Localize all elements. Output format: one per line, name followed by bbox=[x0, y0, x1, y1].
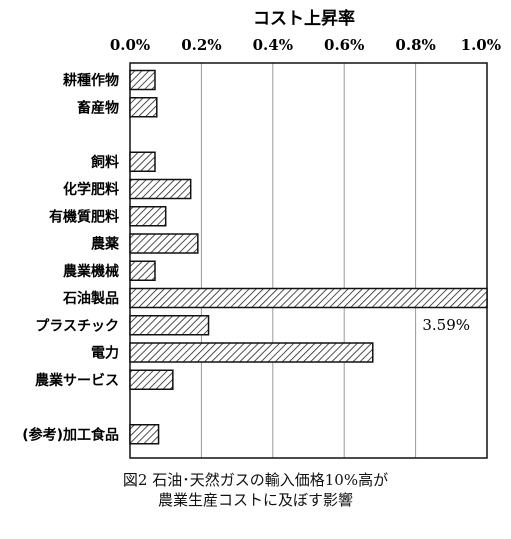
category-label: 電力 bbox=[91, 345, 119, 362]
category-label: 農業サービス bbox=[35, 372, 119, 389]
bar bbox=[129, 369, 174, 390]
plot-frame bbox=[129, 62, 488, 459]
x-tick-label: 0.0% bbox=[110, 36, 150, 54]
bar bbox=[129, 315, 210, 336]
bar bbox=[129, 287, 488, 309]
category-labels: 耕種作物畜産物飼料化学肥料有機質肥料農薬農業機械石油製品プラスチック電力農業サー… bbox=[22, 72, 119, 443]
bars bbox=[129, 69, 488, 445]
bar bbox=[129, 69, 156, 91]
figure-caption-line2: 農業生産コストに及ぼす影響 bbox=[157, 491, 353, 509]
gridlines bbox=[200, 63, 417, 458]
bar bbox=[129, 424, 160, 445]
category-label: 畜産物 bbox=[77, 99, 119, 116]
category-label: プラスチック bbox=[35, 318, 119, 334]
x-tick-labels: 0.0% 0.2% 0.4% 0.6% 0.8% 1.0% bbox=[110, 36, 501, 54]
bar bbox=[129, 206, 167, 227]
category-label: 有機質肥料 bbox=[49, 208, 119, 225]
category-label: 飼料 bbox=[90, 154, 119, 171]
x-tick-label: 1.0% bbox=[461, 36, 501, 54]
bar bbox=[129, 260, 156, 281]
bar bbox=[129, 342, 374, 363]
bar bbox=[129, 178, 192, 200]
category-label: 石油製品 bbox=[62, 290, 119, 307]
x-tick-label: 0.6% bbox=[324, 36, 364, 54]
category-label: 耕種作物 bbox=[63, 72, 119, 89]
bar bbox=[129, 97, 158, 118]
category-label: 化学肥料 bbox=[63, 181, 119, 198]
bar bbox=[129, 233, 199, 254]
bar bbox=[129, 151, 156, 172]
category-label: (参考)加工食品 bbox=[22, 426, 119, 443]
annotations: 3.59% bbox=[422, 316, 470, 334]
category-label: 農薬 bbox=[91, 236, 119, 253]
data-label: 3.59% bbox=[422, 316, 470, 334]
x-tick-label: 0.4% bbox=[253, 36, 293, 54]
chart-title: コスト上昇率 bbox=[253, 8, 355, 29]
category-label: 農業機械 bbox=[63, 263, 119, 280]
figure-caption-line1: 図2 石油･天然ガスの輸入価格10%高が bbox=[122, 471, 389, 489]
x-tick-label: 0.8% bbox=[395, 36, 435, 54]
x-tick-label: 0.2% bbox=[181, 36, 221, 54]
